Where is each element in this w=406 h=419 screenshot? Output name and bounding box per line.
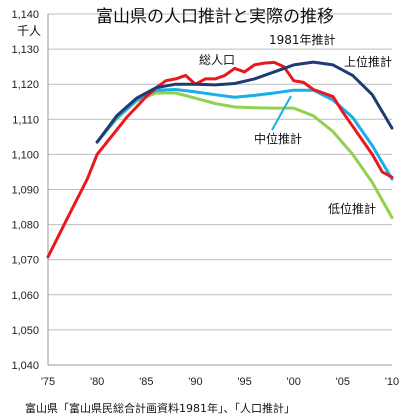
- x-tick-label: '80: [90, 376, 104, 388]
- low-projection-label: 低位推計: [328, 201, 376, 216]
- x-tick-label: '95: [237, 376, 251, 388]
- y-tick-label: 1,100: [11, 149, 39, 161]
- series-line-high: [95, 60, 394, 144]
- source-note: 富山県「富山県民総合計画資料1981年」、「人口推計」: [25, 401, 295, 415]
- gridlines: [48, 13, 392, 366]
- y-tick-label: 1,050: [11, 325, 39, 337]
- total-population-label: 総人口: [199, 53, 235, 67]
- y-tick-label: 1,080: [11, 220, 39, 232]
- y-tick-label: 1,090: [11, 185, 39, 197]
- x-tick-label: '10: [385, 376, 399, 388]
- x-tick-label: '05: [336, 376, 350, 388]
- y-tick-label: 1,070: [11, 255, 39, 267]
- projection-year-label: 1981年推計: [269, 32, 336, 47]
- series-line-total: [46, 60, 394, 259]
- y-axis-unit: 千人: [17, 24, 41, 38]
- y-tick-label: 1,110: [12, 114, 39, 126]
- axes: 1,040 1,050 1,060 1,070 1,080 1,090 1,100 1,110…: [11, 9, 399, 388]
- x-tick-label: '90: [188, 376, 202, 388]
- mid-projection-label: 中位推計: [254, 131, 302, 146]
- y-tick-label: 1,130: [11, 44, 39, 56]
- mid-projection-pointer: [271, 95, 292, 131]
- series-lines: [46, 60, 394, 259]
- x-tick-label: '85: [139, 376, 153, 388]
- x-tick-label: '75: [41, 376, 55, 388]
- x-tick-label: '00: [287, 376, 301, 388]
- high-projection-label: 上位推計: [344, 54, 392, 69]
- y-tick-label: 1,140: [11, 9, 39, 21]
- y-tick-label: 1,040: [11, 360, 39, 372]
- y-tick-label: 1,120: [11, 79, 39, 91]
- chart-title: 富山県の人口推計と実際の推移: [96, 7, 334, 27]
- y-tick-label: 1,060: [11, 290, 39, 302]
